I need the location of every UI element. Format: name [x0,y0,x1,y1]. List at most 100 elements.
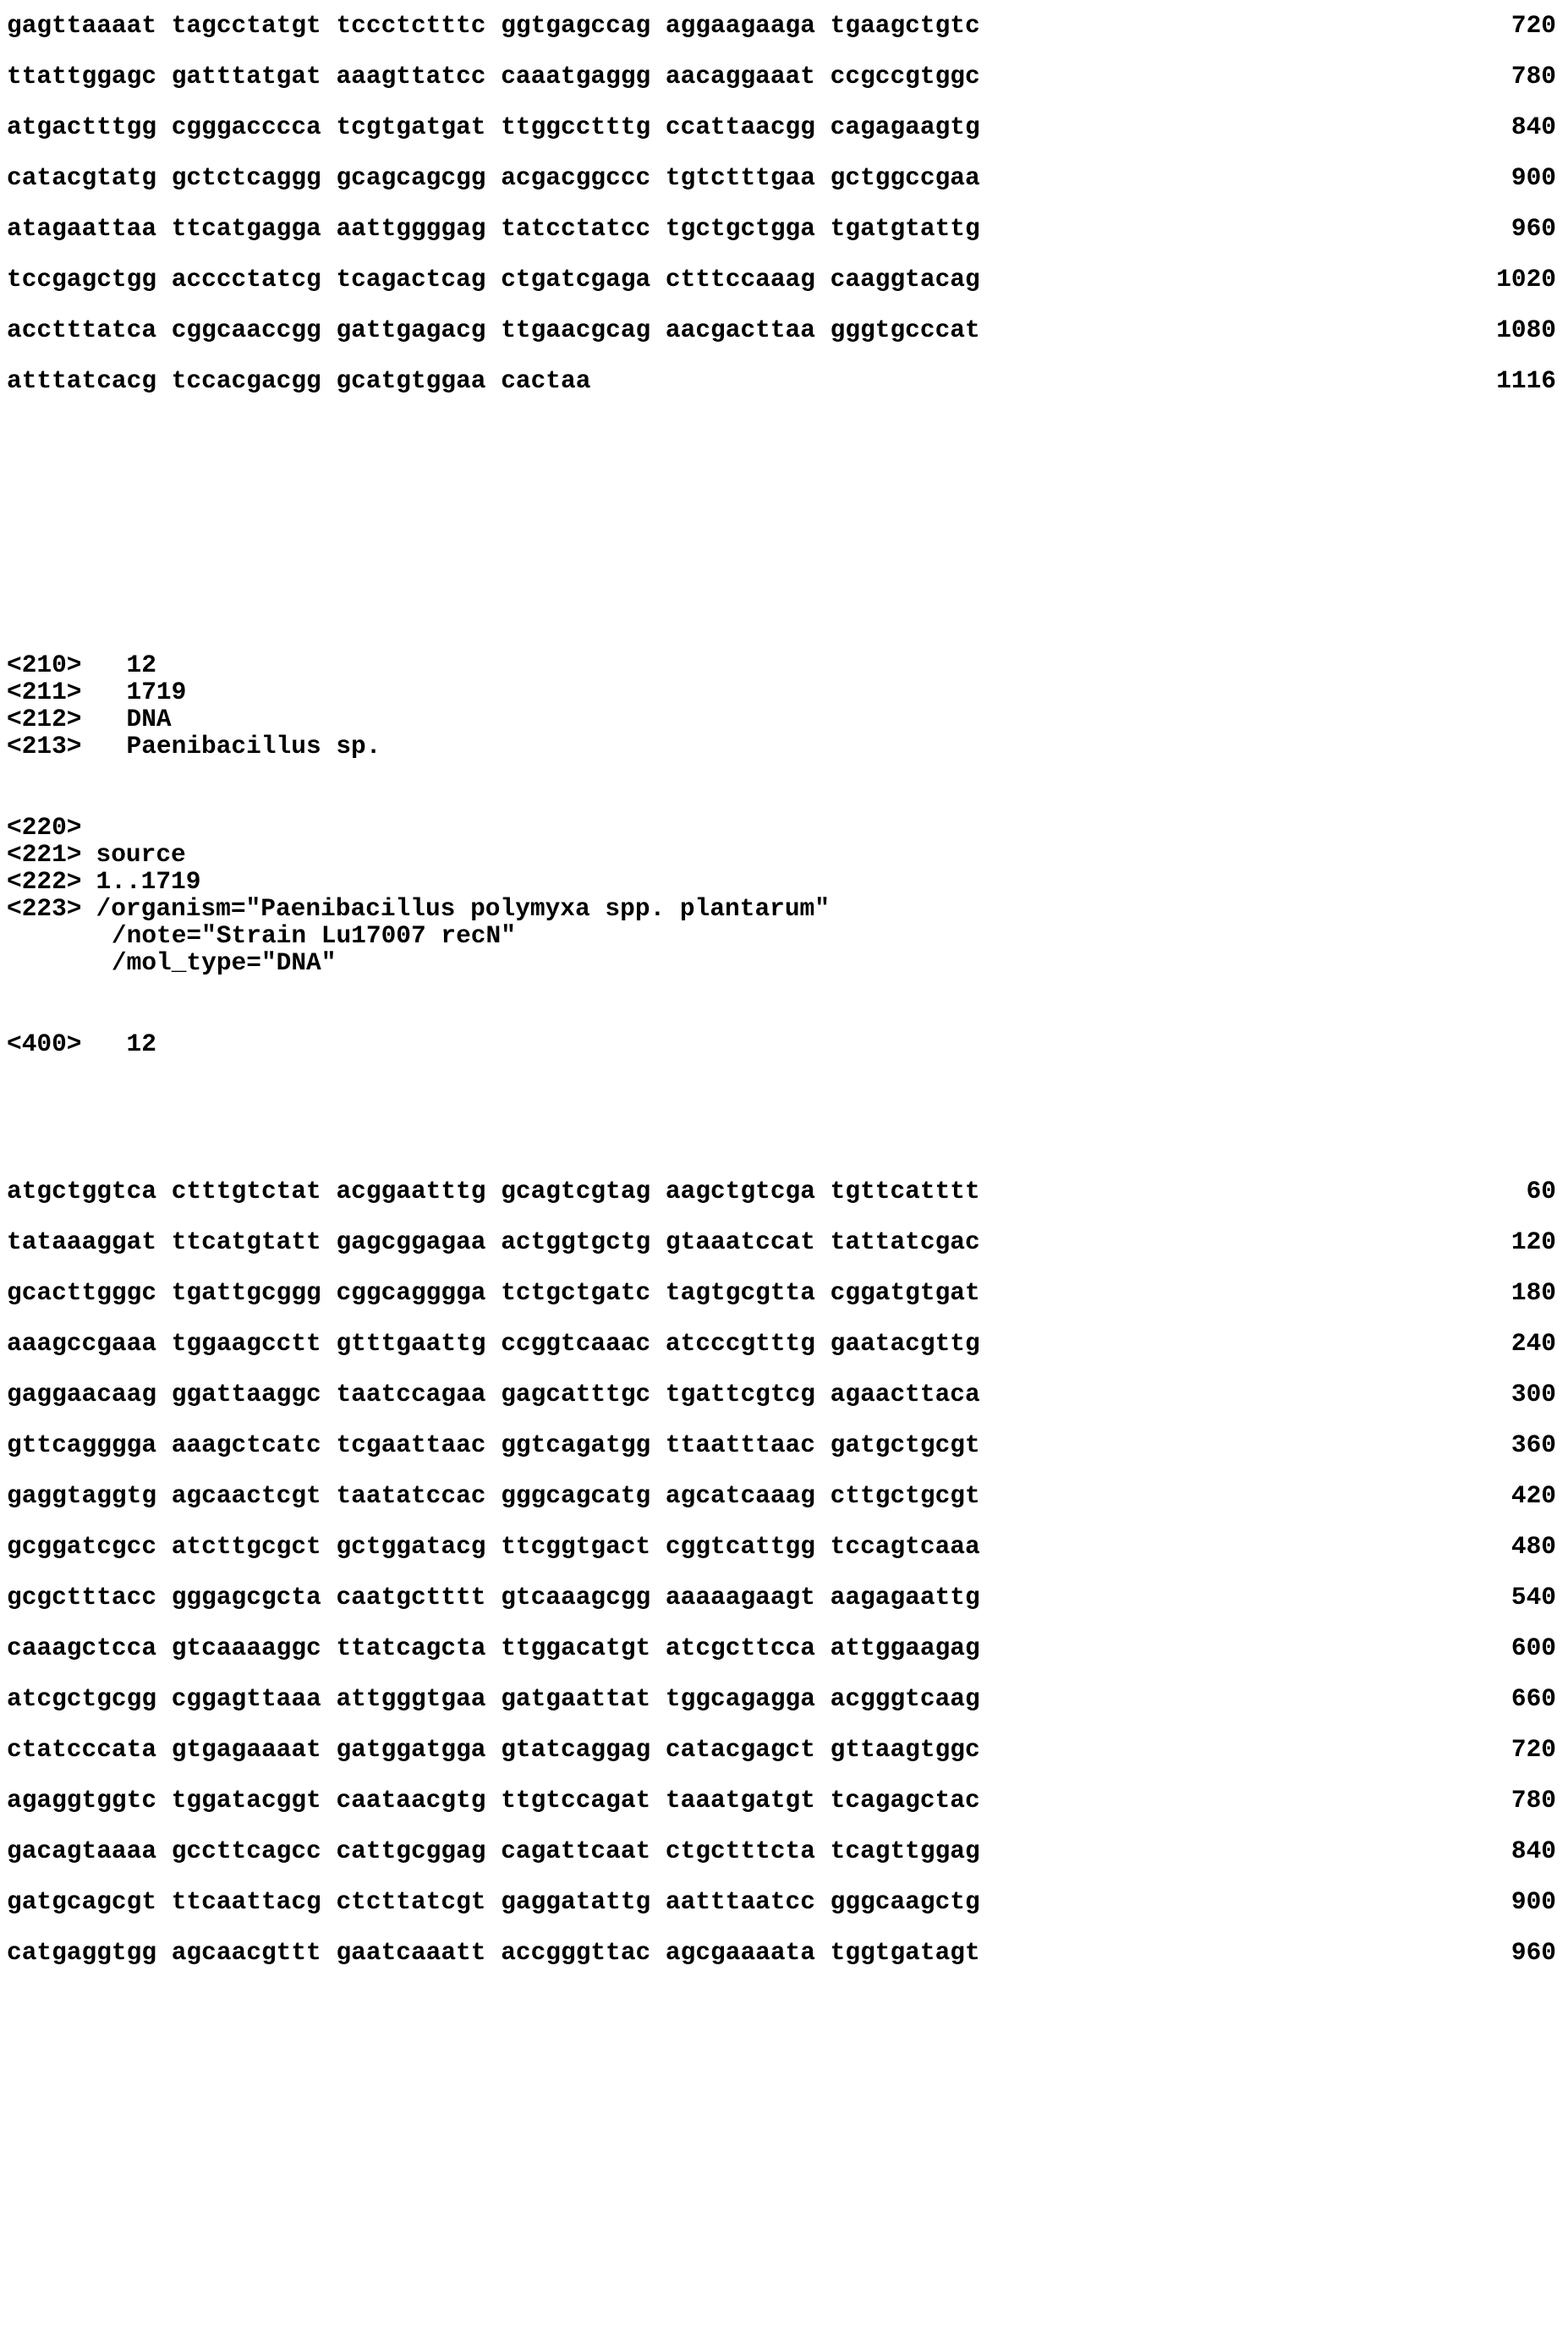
sequence-line: acctttatca cggcaaccgg gattgagacg ttgaacg… [7,305,1561,355]
tag-value: 1719 [82,678,187,706]
tag-key: <212> [7,706,82,733]
feature-tag-222: <222>1..1719 [7,868,1561,895]
sequence-residues: gcggatcgcc atcttgcgct gctggatacg ttcggtg… [7,1521,980,1572]
feature-tag-221: <221>source [7,841,1561,868]
sequence-line: gaggtaggtg agcaactcgt taatatccac gggcagc… [7,1470,1561,1521]
sequence-tag-210: <210>12 [7,651,1561,678]
sequence-line: ctatcccata gtgagaaaat gatggatgga gtatcag… [7,1724,1561,1775]
qualifier-continuation-1: /mol_type="DNA" [7,949,1561,976]
tag-key: <223> [7,895,82,922]
sequence-12-body-block: atgctggtca ctttgtctat acggaatttg gcagtcg… [7,1166,1561,1978]
sequence-line: atgactttgg cgggacccca tcgtgatgat ttggcct… [7,102,1561,152]
sequence-line: atgctggtca ctttgtctat acggaatttg gcagtcg… [7,1166,1561,1216]
blank-line [7,976,1561,1030]
tag-key: <222> [7,868,82,895]
tag-value: Paenibacillus sp. [82,733,381,760]
sequence-residues: caaagctcca gtcaaaaggc ttatcagcta ttggaca… [7,1622,980,1673]
sequence-residues: gagttaaaat tagcctatgt tccctctttc ggtgagc… [7,0,980,51]
sequence-line: gttcagggga aaagctcatc tcgaattaac ggtcaga… [7,1419,1561,1470]
sequence-residues: gcgctttacc gggagcgcta caatgctttt gtcaaag… [7,1572,980,1622]
sequence-line: gatgcagcgt ttcaattacg ctcttatcgt gaggata… [7,1876,1561,1927]
sequence-line: caaagctcca gtcaaaaggc ttatcagcta ttggaca… [7,1622,1561,1673]
indent-spacer [7,921,112,950]
sequence-line: gaggaacaag ggattaaggc taatccagaa gagcatt… [7,1369,1561,1419]
sequence-residues: gatgcagcgt ttcaattacg ctcttatcgt gaggata… [7,1876,980,1927]
sequence-position-number: 480 [980,1521,1561,1572]
sequence-residues: gttcagggga aaagctcatc tcgaattaac ggtcaga… [7,1419,980,1470]
sequence-residues: acctttatca cggcaaccgg gattgagacg ttgaacg… [7,305,980,355]
qualifier-continuation-1-text: /mol_type="DNA" [112,948,337,977]
sequence-line: gcacttgggc tgattgcggg cggcagggga tctgctg… [7,1267,1561,1318]
sequence-residues: atgactttgg cgggacccca tcgtgatgat ttggcct… [7,102,980,152]
sequence-position-number: 900 [980,1876,1561,1927]
sequence-residues: ttattggagc gatttatgat aaagttatcc caaatga… [7,51,980,102]
sequence-position-number: 720 [980,1724,1561,1775]
tag-key: <210> [7,651,82,678]
tag-key: <213> [7,733,82,760]
sequence-position-number: 120 [980,1216,1561,1267]
sequence-residues: gacagtaaaa gccttcagcc cattgcggag cagattc… [7,1826,980,1876]
sequence-position-number: 900 [980,152,1561,203]
sequence-position-number: 240 [980,1318,1561,1369]
feature-tag-223: <223>/organism="Paenibacillus polymyxa s… [7,895,1561,922]
sequence-tag-400: <400>12 [7,1030,1561,1057]
sequence-line: agaggtggtc tggatacggt caataacgtg ttgtcca… [7,1775,1561,1826]
tag-key: <221> [7,841,82,868]
sequence-position-number: 720 [980,0,1561,51]
qualifier-continuation-0-text: /note="Strain Lu17007 recN" [112,921,516,950]
tag-key: <211> [7,678,82,706]
tag-value: source [82,841,186,868]
sequence-position-number: 420 [980,1470,1561,1521]
sequence-position-number: 960 [980,1927,1561,1978]
sequence-position-number: 780 [980,1775,1561,1826]
sequence-residues: atttatcacg tccacgacgg gcatgtggaa cactaa [7,355,590,406]
tag-value: DNA [82,706,172,733]
tag-value: 12 [82,651,156,678]
sequence-residues: atcgctgcgg cggagttaaa attgggtgaa gatgaat… [7,1673,980,1724]
sequence-residues: ctatcccata gtgagaaaat gatggatgga gtatcag… [7,1724,980,1775]
sequence-position-number: 60 [980,1166,1561,1216]
sequence-position-number: 960 [980,203,1561,254]
sequence-position-number: 840 [980,1826,1561,1876]
sequence-residues: catgaggtgg agcaacgttt gaatcaaatt accgggt… [7,1927,980,1978]
sequence-position-number: 780 [980,51,1561,102]
sequence-line: aaagccgaaa tggaagcctt gtttgaattg ccggtca… [7,1318,1561,1369]
tag-value: /organism="Paenibacillus polymyxa spp. p… [82,895,830,922]
sequence-line: tccgagctgg acccctatcg tcagactcag ctgatcg… [7,254,1561,305]
sequence-residues: gaggtaggtg agcaactcgt taatatccac gggcagc… [7,1470,980,1521]
sequence-line: gcggatcgcc atcttgcgct gctggatacg ttcggtg… [7,1521,1561,1572]
tag-value: 1..1719 [82,868,201,895]
blank-line [7,760,1561,814]
sequence-line: atttatcacg tccacgacgg gcatgtggaa cactaa1… [7,355,1561,406]
tag-key: <400> [7,1030,82,1057]
sequence-line: atagaattaa ttcatgagga aattggggag tatccta… [7,203,1561,254]
tag-key: <220> [7,814,82,841]
sequence-position-number: 300 [980,1369,1561,1419]
sequence-line: gacagtaaaa gccttcagcc cattgcggag cagattc… [7,1826,1561,1876]
sequence-line: gagttaaaat tagcctatgt tccctctttc ggtgagc… [7,0,1561,51]
sequence-position-number: 1080 [980,305,1561,355]
feature-tag-220: <220> [7,814,1561,841]
sequence-position-number: 1116 [590,355,1561,406]
sequence-position-number: 840 [980,102,1561,152]
qualifier-continuation-0: /note="Strain Lu17007 recN" [7,922,1561,949]
sequence-residues: atgctggtca ctttgtctat acggaatttg gcagtcg… [7,1166,980,1216]
sequence-line: tataaaggat ttcatgtatt gagcggagaa actggtg… [7,1216,1561,1267]
sequence-residues: catacgtatg gctctcaggg gcagcagcgg acgacgg… [7,152,980,203]
sequence-line: catgaggtgg agcaacgttt gaatcaaatt accgggt… [7,1927,1561,1978]
tag-value: 12 [82,1030,156,1057]
sequence-position-number: 540 [980,1572,1561,1622]
sequence-listing-page: gagttaaaat tagcctatgt tccctctttc ggtgagc… [0,0,1568,2328]
top-sequence-continuation-block: gagttaaaat tagcctatgt tccctctttc ggtgagc… [7,0,1561,406]
sequence-position-number: 600 [980,1622,1561,1673]
sequence-residues: tccgagctgg acccctatcg tcagactcag ctgatcg… [7,254,980,305]
sequence-residues: atagaattaa ttcatgagga aattggggag tatccta… [7,203,980,254]
sequence-tag-212: <212>DNA [7,706,1561,733]
sequence-residues: gaggaacaag ggattaaggc taatccagaa gagcatt… [7,1369,980,1419]
sequence-line: catacgtatg gctctcaggg gcagcagcgg acgacgg… [7,152,1561,203]
sequence-line: gcgctttacc gggagcgcta caatgctttt gtcaaag… [7,1572,1561,1622]
sequence-residues: gcacttgggc tgattgcggg cggcagggga tctgctg… [7,1267,980,1318]
indent-spacer [7,948,112,977]
sequence-12-header-block: <210>12<211>1719<212>DNA<213>Paenibacill… [7,651,1561,1057]
sequence-residues: tataaaggat ttcatgtatt gagcggagaa actggtg… [7,1216,980,1267]
